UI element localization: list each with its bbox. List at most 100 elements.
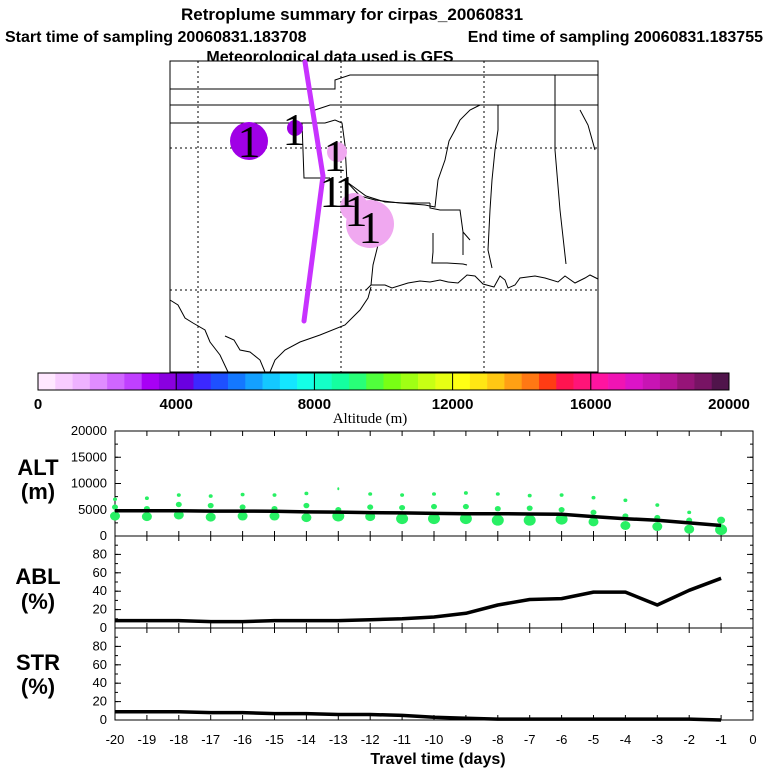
str-axis-title: STR (16, 650, 60, 675)
x-tick-label: -3 (652, 732, 664, 747)
altitude-scatter-point (555, 513, 568, 525)
altitude-scatter-point (687, 510, 692, 515)
colorbar-swatch (279, 373, 298, 390)
altitude-scatter-point (462, 503, 469, 510)
altitude-scatter-point (463, 491, 468, 495)
colorbar-swatch (625, 373, 643, 390)
colorbar-swatch (556, 373, 574, 390)
x-tick-label: -9 (460, 732, 472, 747)
y-tick-label: 40 (93, 675, 107, 690)
altitude-scatter-point (591, 495, 596, 500)
panel-abl: 80 60 40 20 0 ABL(%) (15, 535, 754, 635)
colorbar-swatch (677, 373, 695, 390)
abl-panel-frame (114, 535, 754, 629)
altitude-scatter-point (494, 506, 501, 512)
map-number-label: 1 (345, 185, 368, 236)
colorbar-swatch (504, 373, 522, 390)
x-tick-label: -8 (492, 732, 504, 747)
colorbar-swatch (521, 373, 540, 390)
figure-title: Retroplume summary for cirpas_20060831 (181, 5, 523, 24)
y-tick-label: 80 (93, 546, 107, 561)
colorbar-swatch (228, 373, 246, 390)
altitude-scatter-point (205, 512, 216, 522)
altitude-scatter-point (239, 504, 246, 510)
colorbar-swatch (331, 373, 350, 390)
x-tick-label: -4 (620, 732, 632, 747)
altitude-scatter-point (717, 516, 726, 524)
x-tick-label: -10 (425, 732, 444, 747)
str-axis-units: (%) (21, 674, 55, 699)
map-number-label: 1 (359, 202, 382, 253)
plume-west (230, 122, 268, 160)
alt-axis-units: (m) (21, 479, 55, 504)
colorbar-tick-label: 4000 (160, 396, 193, 413)
panel-str: 80 60 40 20 0 STR(%) (16, 627, 754, 727)
colorbar-swatch (245, 373, 263, 390)
altitude-scatter-point (176, 493, 181, 497)
x-tick-label: -15 (265, 732, 284, 747)
altitude-scatter-point (527, 493, 532, 498)
alt-axis-title: ALT (17, 455, 59, 480)
altitude-scatter-point (400, 493, 405, 497)
altitude-scatter-point (113, 497, 117, 502)
abl-axis-units: (%) (21, 589, 55, 614)
y-tick-label: 0 (100, 528, 107, 543)
map-number-label: 1 (335, 166, 358, 217)
altitude-scatter-point (367, 504, 374, 510)
colorbar-swatch (383, 373, 402, 390)
altitude-scatter-point (432, 492, 436, 496)
transect-south (301, 173, 326, 324)
x-tick-label: -6 (556, 732, 568, 747)
colorbar-swatch (435, 373, 453, 390)
plume-small (287, 120, 303, 136)
panel-alt: 20000 15000 10000 5000 0 ALT(m) (17, 423, 754, 543)
x-tick-label: -7 (524, 732, 536, 747)
colorbar-swatch (573, 373, 592, 390)
colorbar-swatch (72, 373, 91, 390)
altitude-scatter-point (396, 513, 409, 525)
altitude-scatter-point (304, 491, 309, 496)
y-tick-label: 60 (93, 657, 107, 672)
colorbar-swatch (642, 373, 661, 390)
altitude-scatter-point (173, 510, 184, 520)
altitude-scatter-point (269, 511, 280, 521)
colorbar-swatch (89, 373, 108, 390)
y-tick-label: 15000 (71, 449, 107, 464)
colorbar-tick-label: 8000 (298, 396, 331, 413)
y-tick-label: 40 (93, 583, 107, 598)
transect-north (302, 59, 326, 179)
y-tick-label: 20 (93, 602, 107, 617)
x-axis-label: Travel time (days) (370, 751, 505, 768)
colorbar-swatch (193, 373, 212, 390)
x-tick-label: -12 (361, 732, 380, 747)
map-number-label: 1 (320, 166, 343, 217)
y-tick-label: 5000 (78, 502, 107, 517)
colorbar-swatch (141, 373, 160, 390)
altitude-scatter-point (272, 493, 277, 497)
y-tick-label: 0 (100, 620, 107, 635)
colorbar-frame (37, 372, 730, 391)
colorbar-swatch (55, 373, 73, 390)
altitude-scatter-point (301, 513, 312, 523)
altitude-scatter-point (237, 511, 248, 521)
colorbar-swatch (590, 373, 609, 390)
altitude-scatter-point (112, 504, 118, 510)
altitude-scatter-point (208, 494, 213, 498)
colorbar-label: Altitude (m) (333, 411, 408, 427)
abl-series-line (115, 576, 722, 624)
str-series-line (115, 709, 722, 722)
altitude-scatter-point (620, 521, 631, 530)
altitude-scatter-point (110, 511, 120, 521)
colorbar-swatch (348, 373, 367, 390)
altitude-scatter-point (523, 514, 536, 526)
colorbar-swatch (107, 373, 125, 390)
altitude-scatter-point (399, 504, 406, 511)
altitude-scatter-point (684, 524, 695, 534)
x-tick-label: -11 (393, 732, 411, 747)
state-boundaries (169, 74, 599, 373)
y-tick-label: 10000 (71, 476, 107, 491)
altitude-scatter-point (207, 502, 214, 509)
y-tick-label: 0 (100, 712, 107, 727)
altitude-scatter-point (144, 496, 149, 501)
